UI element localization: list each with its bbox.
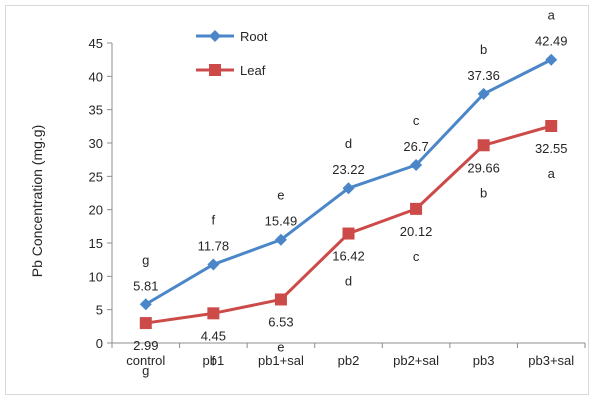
x-tick-label: pb1+sal (258, 353, 304, 368)
root-point (274, 233, 287, 246)
leaf-data-label: 20.12 (400, 224, 433, 239)
y-axis-label: Pb Concentration (mg.g) (29, 125, 45, 278)
root-data-label: 37.36 (467, 68, 500, 83)
y-tick-label: 10 (89, 269, 103, 284)
y-tick-label: 0 (96, 336, 103, 351)
root-point (342, 182, 355, 195)
y-tick-label: 40 (89, 69, 103, 84)
root-significance-letter: f (212, 212, 216, 227)
root-legend-marker (209, 30, 221, 42)
y-tick-label: 30 (89, 136, 103, 151)
root-data-label: 26.7 (403, 139, 428, 154)
y-tick-label: 5 (96, 303, 103, 318)
leaf-data-label: 6.53 (268, 314, 293, 329)
leaf-point (545, 120, 558, 132)
root-data-label: 42.49 (535, 34, 568, 49)
y-tick-label: 20 (89, 203, 103, 218)
leaf-data-label: 4.45 (201, 328, 226, 343)
leaf-significance-letter: e (277, 339, 284, 354)
line-chart: 0 5 10 15 20 25 30 35 40 45 control pb1 pb1+sal pb2 pb… (29, 8, 586, 378)
root-data-label: 23.22 (332, 162, 365, 177)
root-significance-letter: b (480, 42, 487, 57)
root-point (477, 87, 490, 100)
y-tick-label: 15 (89, 236, 103, 251)
leaf-point (207, 307, 220, 320)
leaf-data-label: 16.42 (332, 249, 365, 264)
leaf-series-line (145, 124, 552, 325)
leaf-significance-letter: f (212, 353, 216, 368)
x-tick-label: pb3 (473, 353, 495, 368)
leaf-point (410, 202, 423, 215)
leaf-point (477, 139, 490, 152)
root-point (139, 298, 152, 311)
leaf-data-label: 2.99 (133, 338, 158, 353)
root-significance-letter: d (345, 136, 352, 151)
x-tick-label: pb2 (338, 353, 360, 368)
x-tick-label: control (126, 353, 165, 368)
leaf-point (139, 317, 152, 330)
leaf-significance-letter: a (548, 166, 556, 181)
y-tick-label: 35 (89, 103, 103, 118)
root-significance-letter: e (277, 188, 284, 203)
root-series-line (145, 58, 552, 306)
leaf-point (342, 227, 355, 240)
leaf-significance-letter: d (345, 274, 352, 289)
leaf-legend-label: Leaf (240, 63, 266, 78)
root-significance-letter: c (413, 113, 420, 128)
leaf-legend-marker (209, 64, 221, 76)
root-point (410, 159, 423, 171)
root-data-label: 11.78 (198, 238, 230, 253)
chart-frame: 0 5 10 15 20 25 30 35 40 45 control pb1 pb1+sal pb2 pb… (5, 5, 589, 395)
leaf-point (274, 293, 287, 306)
root-data-label: 15.49 (265, 214, 298, 229)
leaf-significance-letter: g (142, 363, 149, 378)
root-data-label: 5.81 (133, 278, 158, 293)
y-tick-label: 25 (89, 169, 103, 184)
x-tick-label: pb1 (203, 353, 225, 368)
root-point (545, 53, 558, 66)
leaf-data-label: 32.55 (535, 141, 568, 156)
leaf-data-label: 29.66 (467, 160, 500, 175)
x-tick-label: pb3+sal (528, 353, 574, 368)
root-point (207, 258, 220, 271)
x-tick-label: pb2+sal (393, 353, 439, 368)
leaf-significance-letter: b (480, 185, 487, 200)
root-legend-label: Root (240, 29, 268, 44)
root-significance-letter: a (548, 8, 556, 23)
root-significance-letter: g (142, 252, 149, 267)
y-tick-label: 45 (89, 36, 103, 51)
leaf-significance-letter: c (413, 249, 420, 264)
